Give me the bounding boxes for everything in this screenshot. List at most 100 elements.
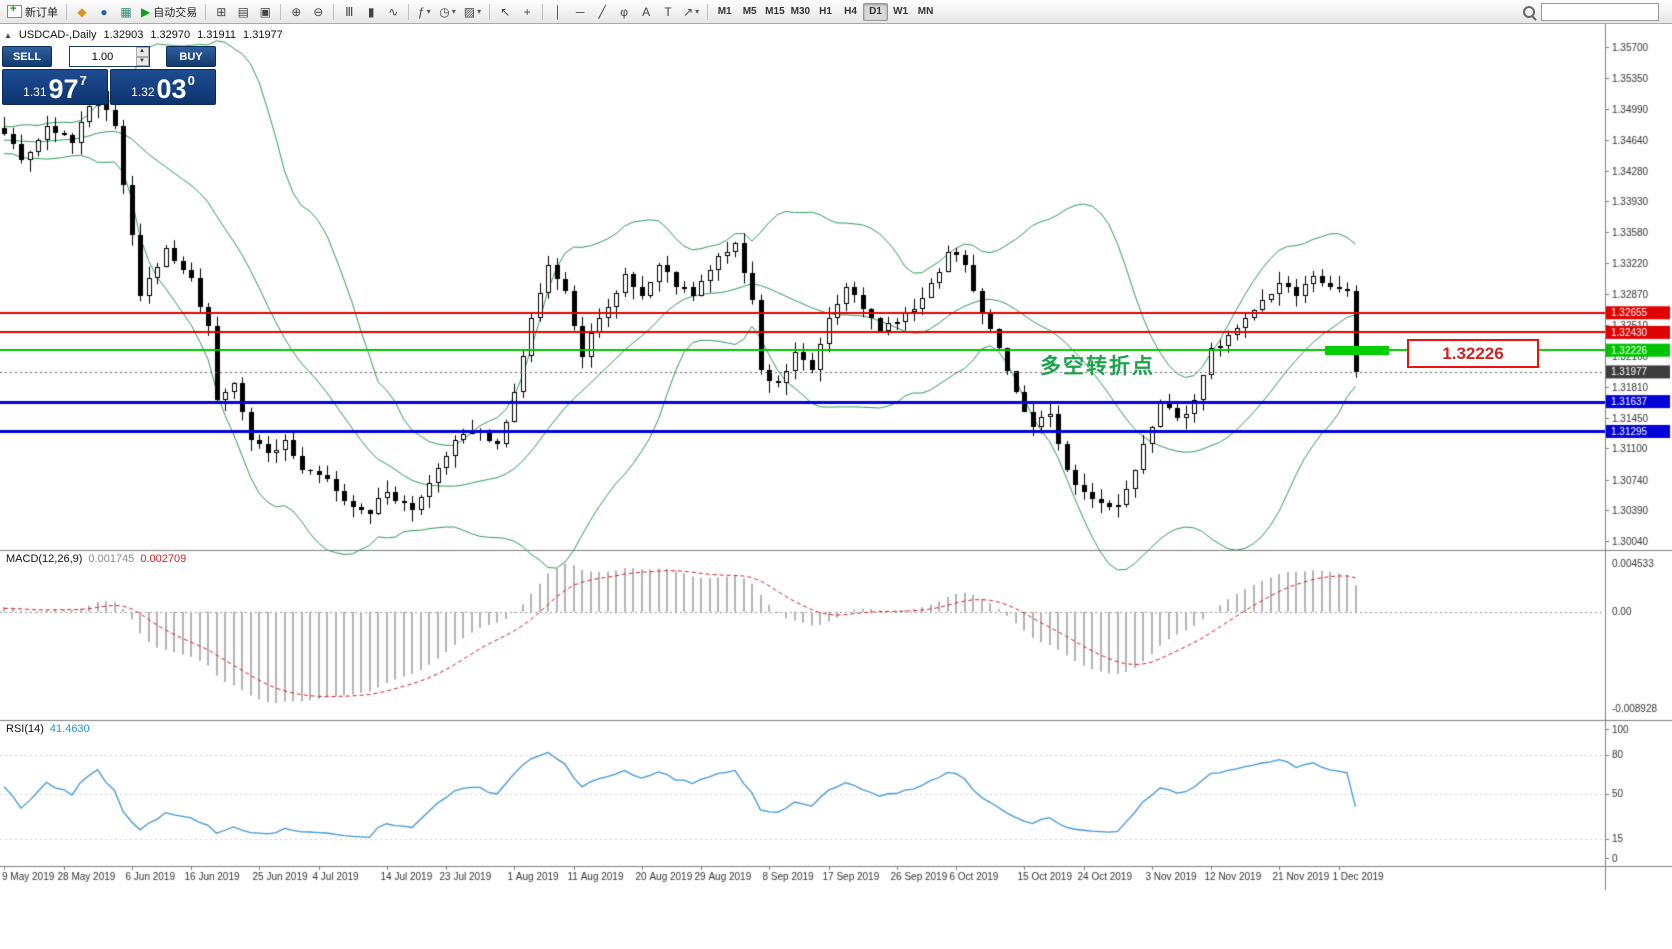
toolbar-separator	[542, 3, 544, 20]
ohlc-low: 1.31911	[197, 29, 237, 41]
new-chart-button[interactable]: ⊞	[210, 2, 232, 22]
autotrading-play-icon: ▶	[141, 4, 151, 19]
chart-candles-button[interactable]: ▮	[360, 2, 382, 22]
chart-info-line: ▲ USDCAD-,Daily 1.32903 1.32970 1.31911 …	[4, 29, 283, 41]
text-label-button[interactable]: T	[657, 2, 679, 22]
autotrading-button[interactable]: ▶ 自动交易	[137, 2, 201, 22]
volume-spinner: ▲ ▼	[135, 47, 149, 66]
one-click-trade-panel: SELL ▲ ▼ BUY 1.31 97 7 1.32 03 0	[2, 46, 216, 105]
trade-panel-toggle-icon[interactable]: ▲	[4, 30, 12, 40]
timeframe-d1[interactable]: D1	[863, 2, 889, 21]
ohlc-open: 1.32903	[103, 29, 144, 41]
buy-button[interactable]: BUY	[166, 46, 216, 67]
chart-bars-icon: Ⅲ	[345, 4, 354, 19]
crosshair-icon: +	[523, 4, 531, 19]
arrange-windows-icon: ▣	[259, 4, 271, 19]
periods-button[interactable]: ◷ ▾	[435, 2, 460, 22]
chevron-down-icon: ▾	[695, 7, 700, 16]
timeframe-m1[interactable]: M1	[712, 3, 737, 21]
new-order-button[interactable]: 新订单	[3, 2, 62, 22]
trendline-button[interactable]: ╱	[591, 2, 613, 22]
text-button[interactable]: A	[635, 2, 657, 22]
toolbar-separator	[66, 3, 67, 20]
indicators-button[interactable]: ƒ ▾	[413, 2, 435, 22]
profiles-icon: ▤	[237, 4, 249, 19]
rsi-label: RSI(14)	[6, 723, 44, 735]
macd-value-main: 0.001745	[88, 553, 135, 565]
cursor-button[interactable]: ↖	[494, 2, 516, 22]
vertical-line-button[interactable]: │	[547, 2, 569, 22]
fibonacci-button[interactable]: φ	[613, 2, 635, 22]
sell-price-big: 97	[48, 74, 79, 105]
macd-label: MACD(12,26,9)	[6, 553, 83, 565]
market-watch-button[interactable]: ◆	[71, 2, 93, 22]
volume-input[interactable]	[69, 47, 136, 66]
timeframe-m15[interactable]: M15	[762, 3, 787, 21]
new-order-icon	[7, 4, 22, 18]
chart-line-icon: ∿	[388, 4, 399, 19]
timeframe-mn[interactable]: MN	[913, 3, 938, 21]
periods-icon: ◷	[439, 4, 450, 19]
profiles-button[interactable]: ▤	[232, 2, 254, 22]
buy-price-prefix: 1.32	[131, 85, 155, 99]
new-order-label: 新订单	[25, 6, 58, 19]
zoom-out-icon: ⊖	[313, 4, 324, 19]
text-icon: A	[642, 4, 651, 19]
chart-bars-button[interactable]: Ⅲ	[338, 2, 360, 22]
terminal-button[interactable]: ▦	[115, 2, 137, 22]
zoom-in-icon: ⊕	[291, 4, 302, 19]
chart-line-button[interactable]: ∿	[382, 2, 404, 22]
sell-price-prefix: 1.31	[23, 85, 47, 99]
timeframe-w1[interactable]: W1	[888, 3, 913, 21]
price-callout-box: 1.32226	[1407, 339, 1539, 368]
new-chart-icon: ⊞	[216, 4, 227, 19]
timeframe-h1[interactable]: H1	[813, 3, 838, 21]
templates-button[interactable]: ▨ ▾	[460, 2, 485, 22]
toolbar-separator	[408, 3, 410, 20]
arrange-windows-button[interactable]: ▣	[254, 2, 276, 22]
market-watch-icon: ◆	[77, 4, 87, 19]
crosshair-button[interactable]: +	[516, 2, 538, 22]
toolbar-separator	[333, 3, 335, 20]
zoom-in-button[interactable]: ⊕	[285, 2, 307, 22]
timeframe-h4[interactable]: H4	[838, 3, 863, 21]
chevron-down-icon: ▾	[426, 7, 431, 16]
arrows-button[interactable]: ↗ ▾	[679, 2, 703, 22]
rsi-value: 41.4630	[49, 723, 90, 735]
macd-pane-label: MACD(12,26,9) 0.001745 0.002709	[6, 553, 186, 565]
horizontal-line-icon: ─	[575, 4, 585, 19]
sell-button[interactable]: SELL	[2, 46, 52, 67]
buy-price-button[interactable]: 1.32 03 0	[110, 69, 216, 105]
chart-candles-icon: ▮	[367, 4, 375, 19]
navigator-icon: ●	[100, 4, 108, 19]
symbol-search	[1523, 2, 1659, 21]
toolbar-separator	[489, 3, 491, 20]
ohlc-high: 1.32970	[150, 29, 191, 41]
volume-up-button[interactable]: ▲	[135, 47, 149, 57]
zoom-out-button[interactable]: ⊖	[307, 2, 329, 22]
timeframe-m5[interactable]: M5	[737, 3, 762, 21]
volume-down-button[interactable]: ▼	[135, 56, 149, 66]
arrow-icon: ↗	[683, 4, 694, 19]
search-icon	[1523, 5, 1535, 18]
search-input[interactable]	[1541, 2, 1659, 21]
sell-price-sup: 7	[79, 73, 87, 88]
toolbar-separator	[280, 3, 282, 20]
terminal-icon: ▦	[120, 4, 132, 19]
text-label-icon: T	[664, 4, 672, 19]
sell-price-button[interactable]: 1.31 97 7	[2, 69, 108, 105]
rsi-pane-label: RSI(14) 41.4630	[6, 723, 90, 735]
volume-control: ▲ ▼	[54, 46, 164, 67]
buy-price-sup: 0	[187, 73, 195, 88]
green-line-handle[interactable]	[1325, 345, 1389, 355]
buy-price-big: 03	[156, 74, 187, 105]
macd-value-signal: 0.002709	[140, 553, 187, 565]
navigator-button[interactable]: ●	[93, 2, 115, 22]
toolbar: 新订单 ◆ ● ▦ ▶ 自动交易 ⊞ ▤ ▣ ⊕ ⊖ Ⅲ ▮ ∿ ƒ▾ ◷▾ ▨…	[0, 0, 1672, 24]
trendline-icon: ╱	[598, 4, 606, 19]
cursor-icon: ↖	[500, 4, 511, 19]
horizontal-line-button[interactable]: ─	[569, 2, 591, 22]
timeframe-m30[interactable]: M30	[788, 3, 813, 21]
chart-title: USDCAD-,Daily	[18, 29, 97, 41]
